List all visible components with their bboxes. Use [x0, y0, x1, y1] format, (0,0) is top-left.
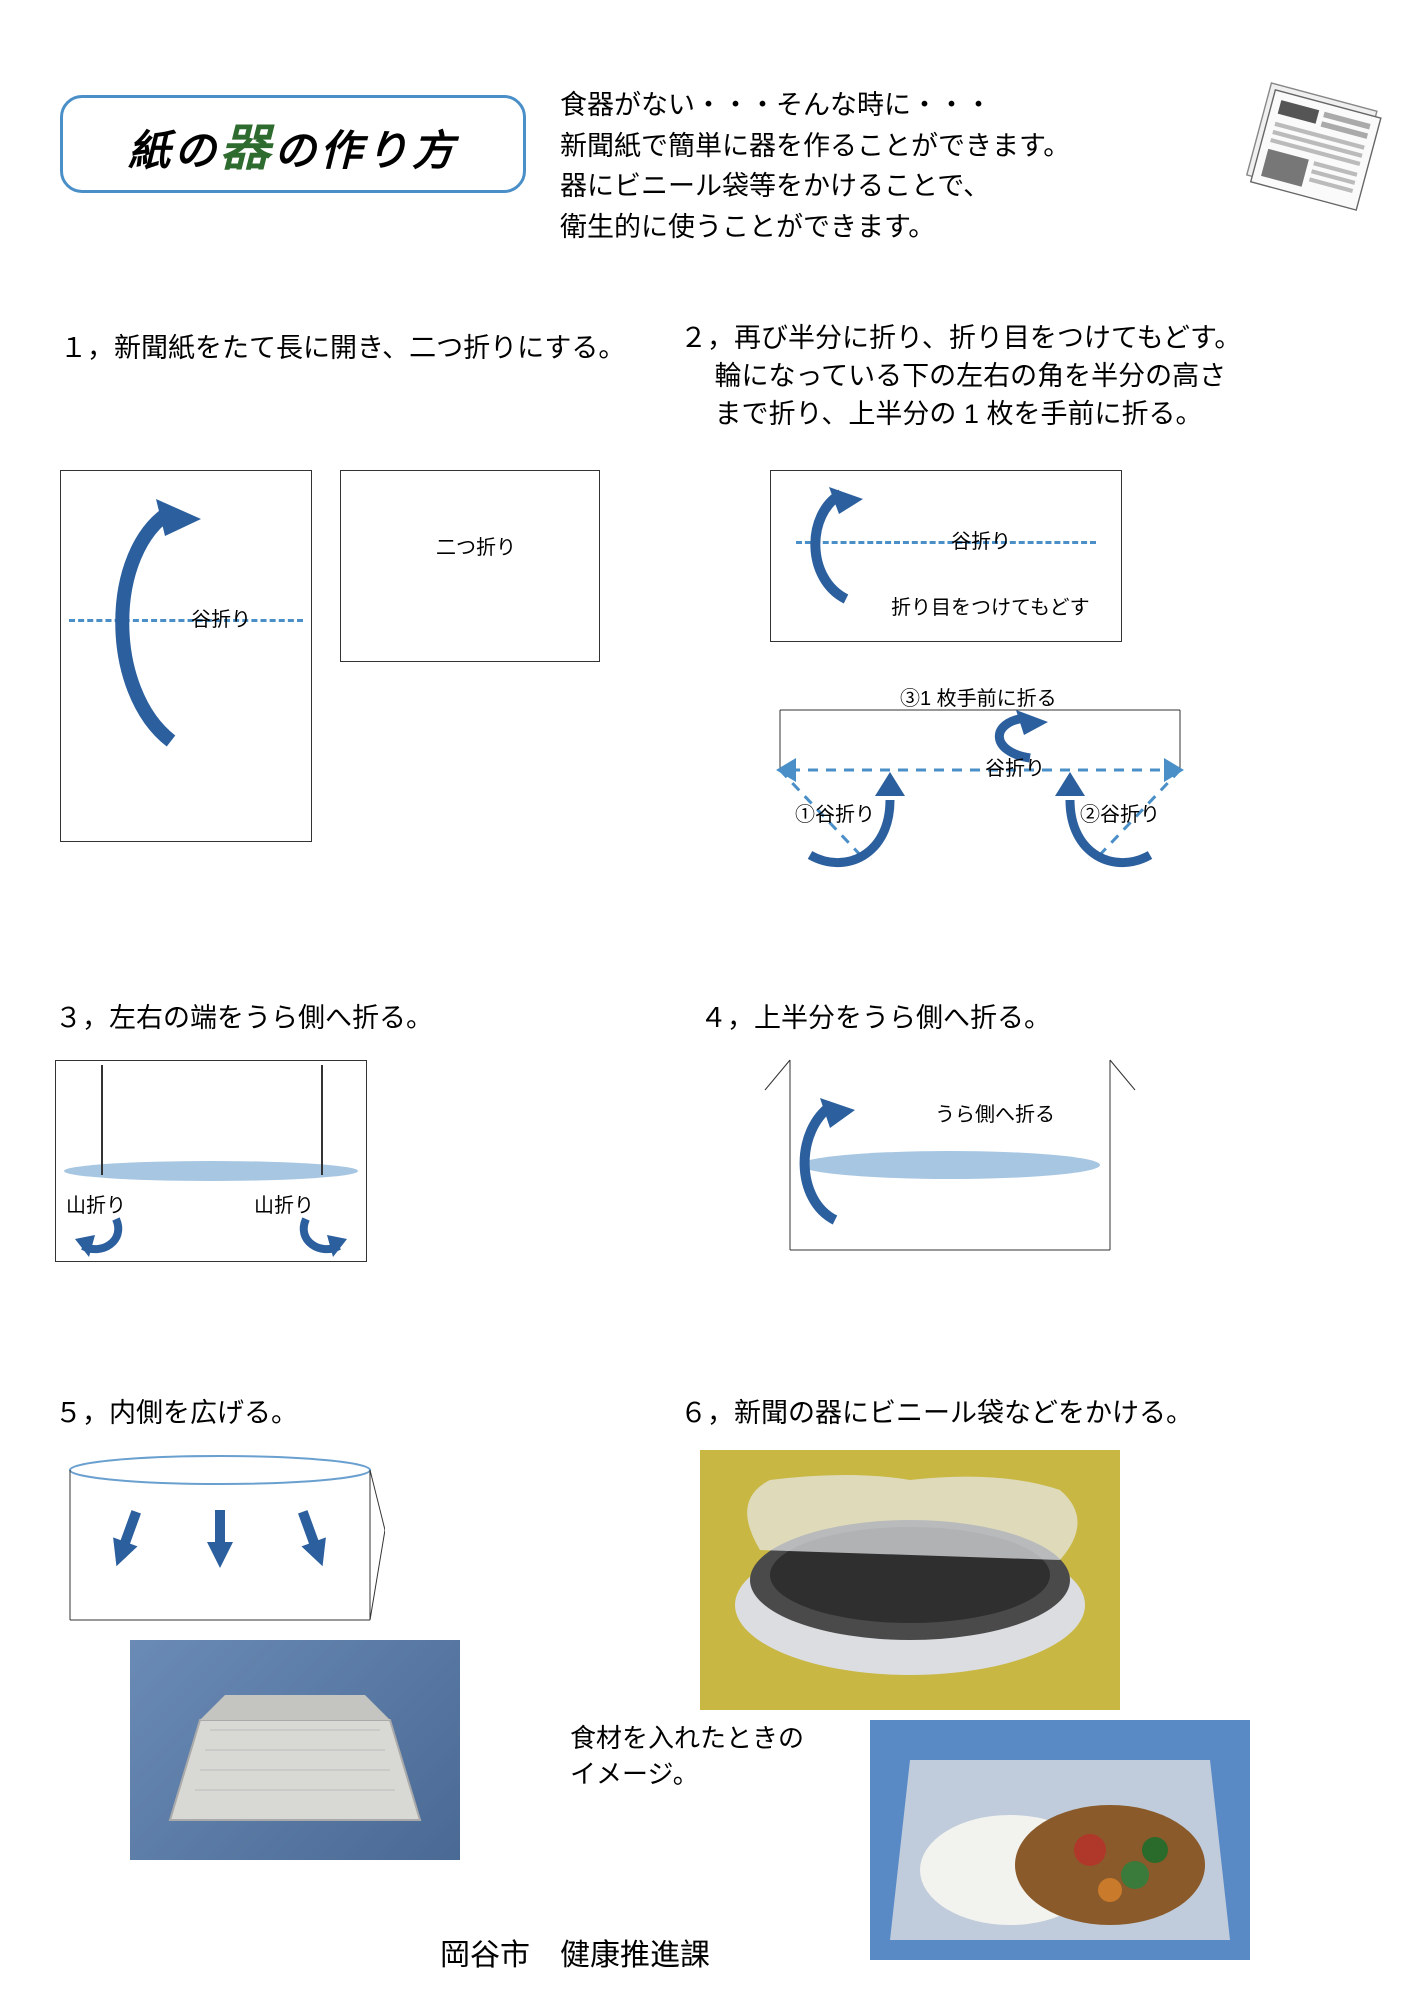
- step1-diagram-right: 二つ折り: [340, 470, 600, 662]
- step2-heading: ２，再び半分に折り、折り目をつけてもどす。 輪になっている下の左右の角を半分の高…: [680, 320, 1320, 433]
- title-accent: 器: [220, 120, 274, 176]
- step3-arrow-right-icon: [291, 1211, 351, 1261]
- intro-l2: 新聞紙で簡単に器を作ることができます。: [560, 126, 1070, 167]
- step2-h1: ２，再び半分に折り、折り目をつけてもどす。: [680, 320, 1320, 358]
- step1-right-label: 二つ折り: [436, 531, 516, 560]
- step1-heading: １，新聞紙をたて長に開き、二つ折りにする。: [60, 330, 625, 368]
- title-box: 紙の器の作り方: [60, 95, 526, 193]
- step4-note: うら側へ折る: [935, 1098, 1055, 1127]
- step5-diagram: [55, 1450, 385, 1650]
- step2-h2: 輪になっている下の左右の角を半分の高さ: [680, 358, 1320, 396]
- step2-top-arrow-icon: [801, 479, 871, 609]
- step1-diagram-left: 谷折り: [60, 470, 312, 842]
- food-photo: [870, 1720, 1250, 1960]
- page-title: 紙の器の作り方: [128, 108, 458, 180]
- step2-diagram-bottom: ③1 枚手前に折る 谷折り ①谷折り ②谷折り: [770, 680, 1190, 870]
- step5-heading: ５，内側を広げる。: [55, 1395, 298, 1433]
- page-root: 紙の器の作り方 食器がない・・・そんな時に・・・ 新聞紙で簡単に器を作ることがで…: [0, 0, 1413, 2000]
- step2-bottom-svg: [770, 680, 1190, 870]
- step4-heading: ４，上半分をうら側へ折る。: [700, 1000, 1051, 1038]
- step3-diagram: 山折り 山折り: [55, 1060, 367, 1262]
- step2-top-valley-label: 谷折り: [951, 525, 1011, 554]
- footer-caption: 食材を入れたときの イメージ。: [570, 1720, 804, 1793]
- step3-heading: ３，左右の端をうら側へ折る。: [55, 1000, 433, 1038]
- intro-text: 食器がない・・・そんな時に・・・ 新聞紙で簡単に器を作ることができます。 器にビ…: [560, 85, 1070, 247]
- step4-diagram: うら側へ折る: [760, 1050, 1140, 1260]
- step6-heading: ６，新聞の器にビニール袋などをかける。: [680, 1395, 1193, 1433]
- step5-photo: [130, 1640, 460, 1860]
- step2-bottom-right: ②谷折り: [1080, 798, 1160, 827]
- title-post: の作り方: [274, 127, 458, 174]
- step2-top-return-label: 折り目をつけてもどす: [891, 591, 1090, 620]
- step2-h3: まで折り、上半分の 1 枚を手前に折る。: [680, 396, 1320, 434]
- step2-bottom-valley: 谷折り: [985, 752, 1045, 781]
- step1-arrow-icon: [101, 491, 211, 751]
- intro-l1: 食器がない・・・そんな時に・・・: [560, 85, 1070, 126]
- intro-l3: 器にビニール袋等をかけることで、: [560, 166, 1070, 207]
- step2-bottom-left: ①谷折り: [795, 798, 875, 827]
- step3-ellipse: [64, 1161, 358, 1181]
- footer-cap-l2: イメージ。: [570, 1756, 804, 1792]
- footer-cap-l1: 食材を入れたときの: [570, 1720, 804, 1756]
- title-pre: 紙の: [128, 127, 220, 174]
- step6-photo: [700, 1450, 1120, 1710]
- step2-diagram-top: 谷折り 折り目をつけてもどす: [770, 470, 1122, 642]
- step3-arrow-left-icon: [71, 1211, 131, 1261]
- footer-org: 岡谷市 健康推進課: [440, 1930, 710, 1974]
- intro-l4: 衛生的に使うことができます。: [560, 207, 1070, 248]
- step5-arrow2-icon: [207, 1510, 233, 1570]
- newspaper-icon: [1227, 69, 1398, 240]
